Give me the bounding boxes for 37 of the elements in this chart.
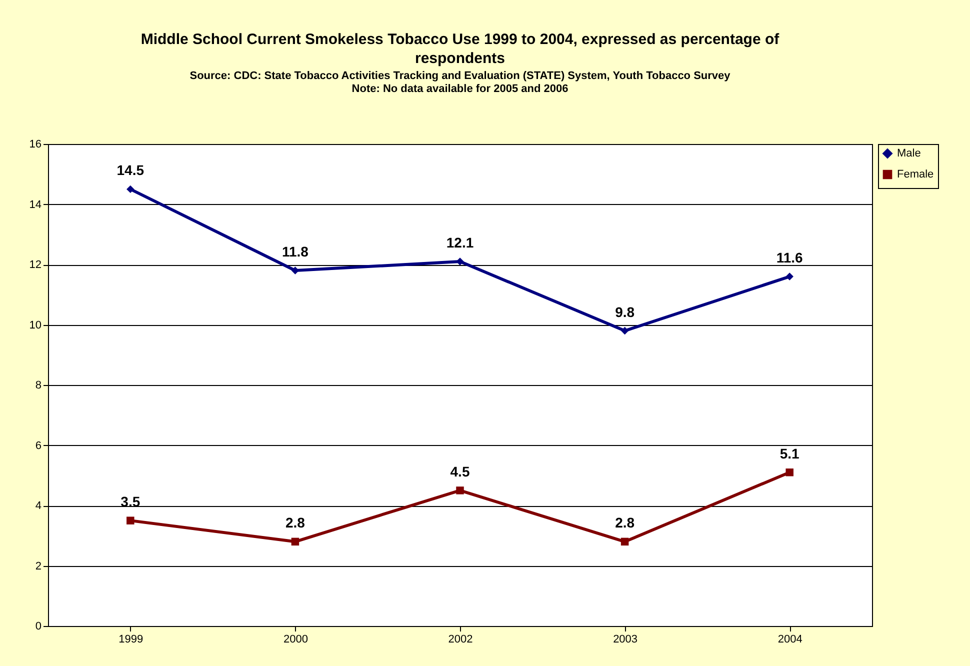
y-tick-label: 6 xyxy=(35,440,42,452)
data-label: 11.6 xyxy=(776,250,804,266)
text: Note: No data available for 2005 and 2006 xyxy=(352,83,568,95)
chart-title: Middle School Current Smokeless Tobacco Use 1999 to 2004, expressed as percentage of respondents xyxy=(140,31,780,67)
x-tick-label: 2002 xyxy=(448,634,473,646)
point xyxy=(456,486,464,494)
data-label: 11.8 xyxy=(282,244,309,260)
y-tick-label: 0 xyxy=(35,620,42,632)
point xyxy=(291,538,300,546)
y-tick-label: 2 xyxy=(35,560,42,572)
data-label: 9.8 xyxy=(615,304,635,320)
data-label: 4.5 xyxy=(450,463,470,480)
point xyxy=(620,538,629,546)
y-tick-label: 4 xyxy=(35,500,42,512)
chart-subtitle: Source: CDC: State Tobacco Activities Tracking and Evaluation (STATE) System, Youth Tobacco Survey xyxy=(190,70,732,82)
point xyxy=(620,326,629,335)
x-tick-label: 2004 xyxy=(778,634,802,646)
y-tick-label: 12 xyxy=(29,259,42,271)
point xyxy=(126,516,134,524)
point xyxy=(126,185,134,194)
y-tick-label: 14 xyxy=(29,198,42,211)
data-label: 14.5 xyxy=(116,162,144,178)
point xyxy=(456,258,464,266)
x-tick-label: 2000 xyxy=(283,634,308,646)
y-tick-label: 8 xyxy=(35,380,42,392)
data-label: 2.8 xyxy=(615,514,635,531)
data-label: 5.1 xyxy=(780,445,800,462)
data-label: 12.1 xyxy=(446,234,474,250)
legend-label: Female xyxy=(897,168,934,180)
point xyxy=(786,468,794,476)
legend-label: Male xyxy=(897,148,921,160)
y-tick-label: 16 xyxy=(29,138,42,150)
point xyxy=(786,272,794,280)
data-label: 2.8 xyxy=(285,514,306,531)
y-tick-label: 10 xyxy=(29,319,42,332)
x-tick-label: 1999 xyxy=(118,634,144,646)
x-tick-label: 2003 xyxy=(613,634,638,646)
